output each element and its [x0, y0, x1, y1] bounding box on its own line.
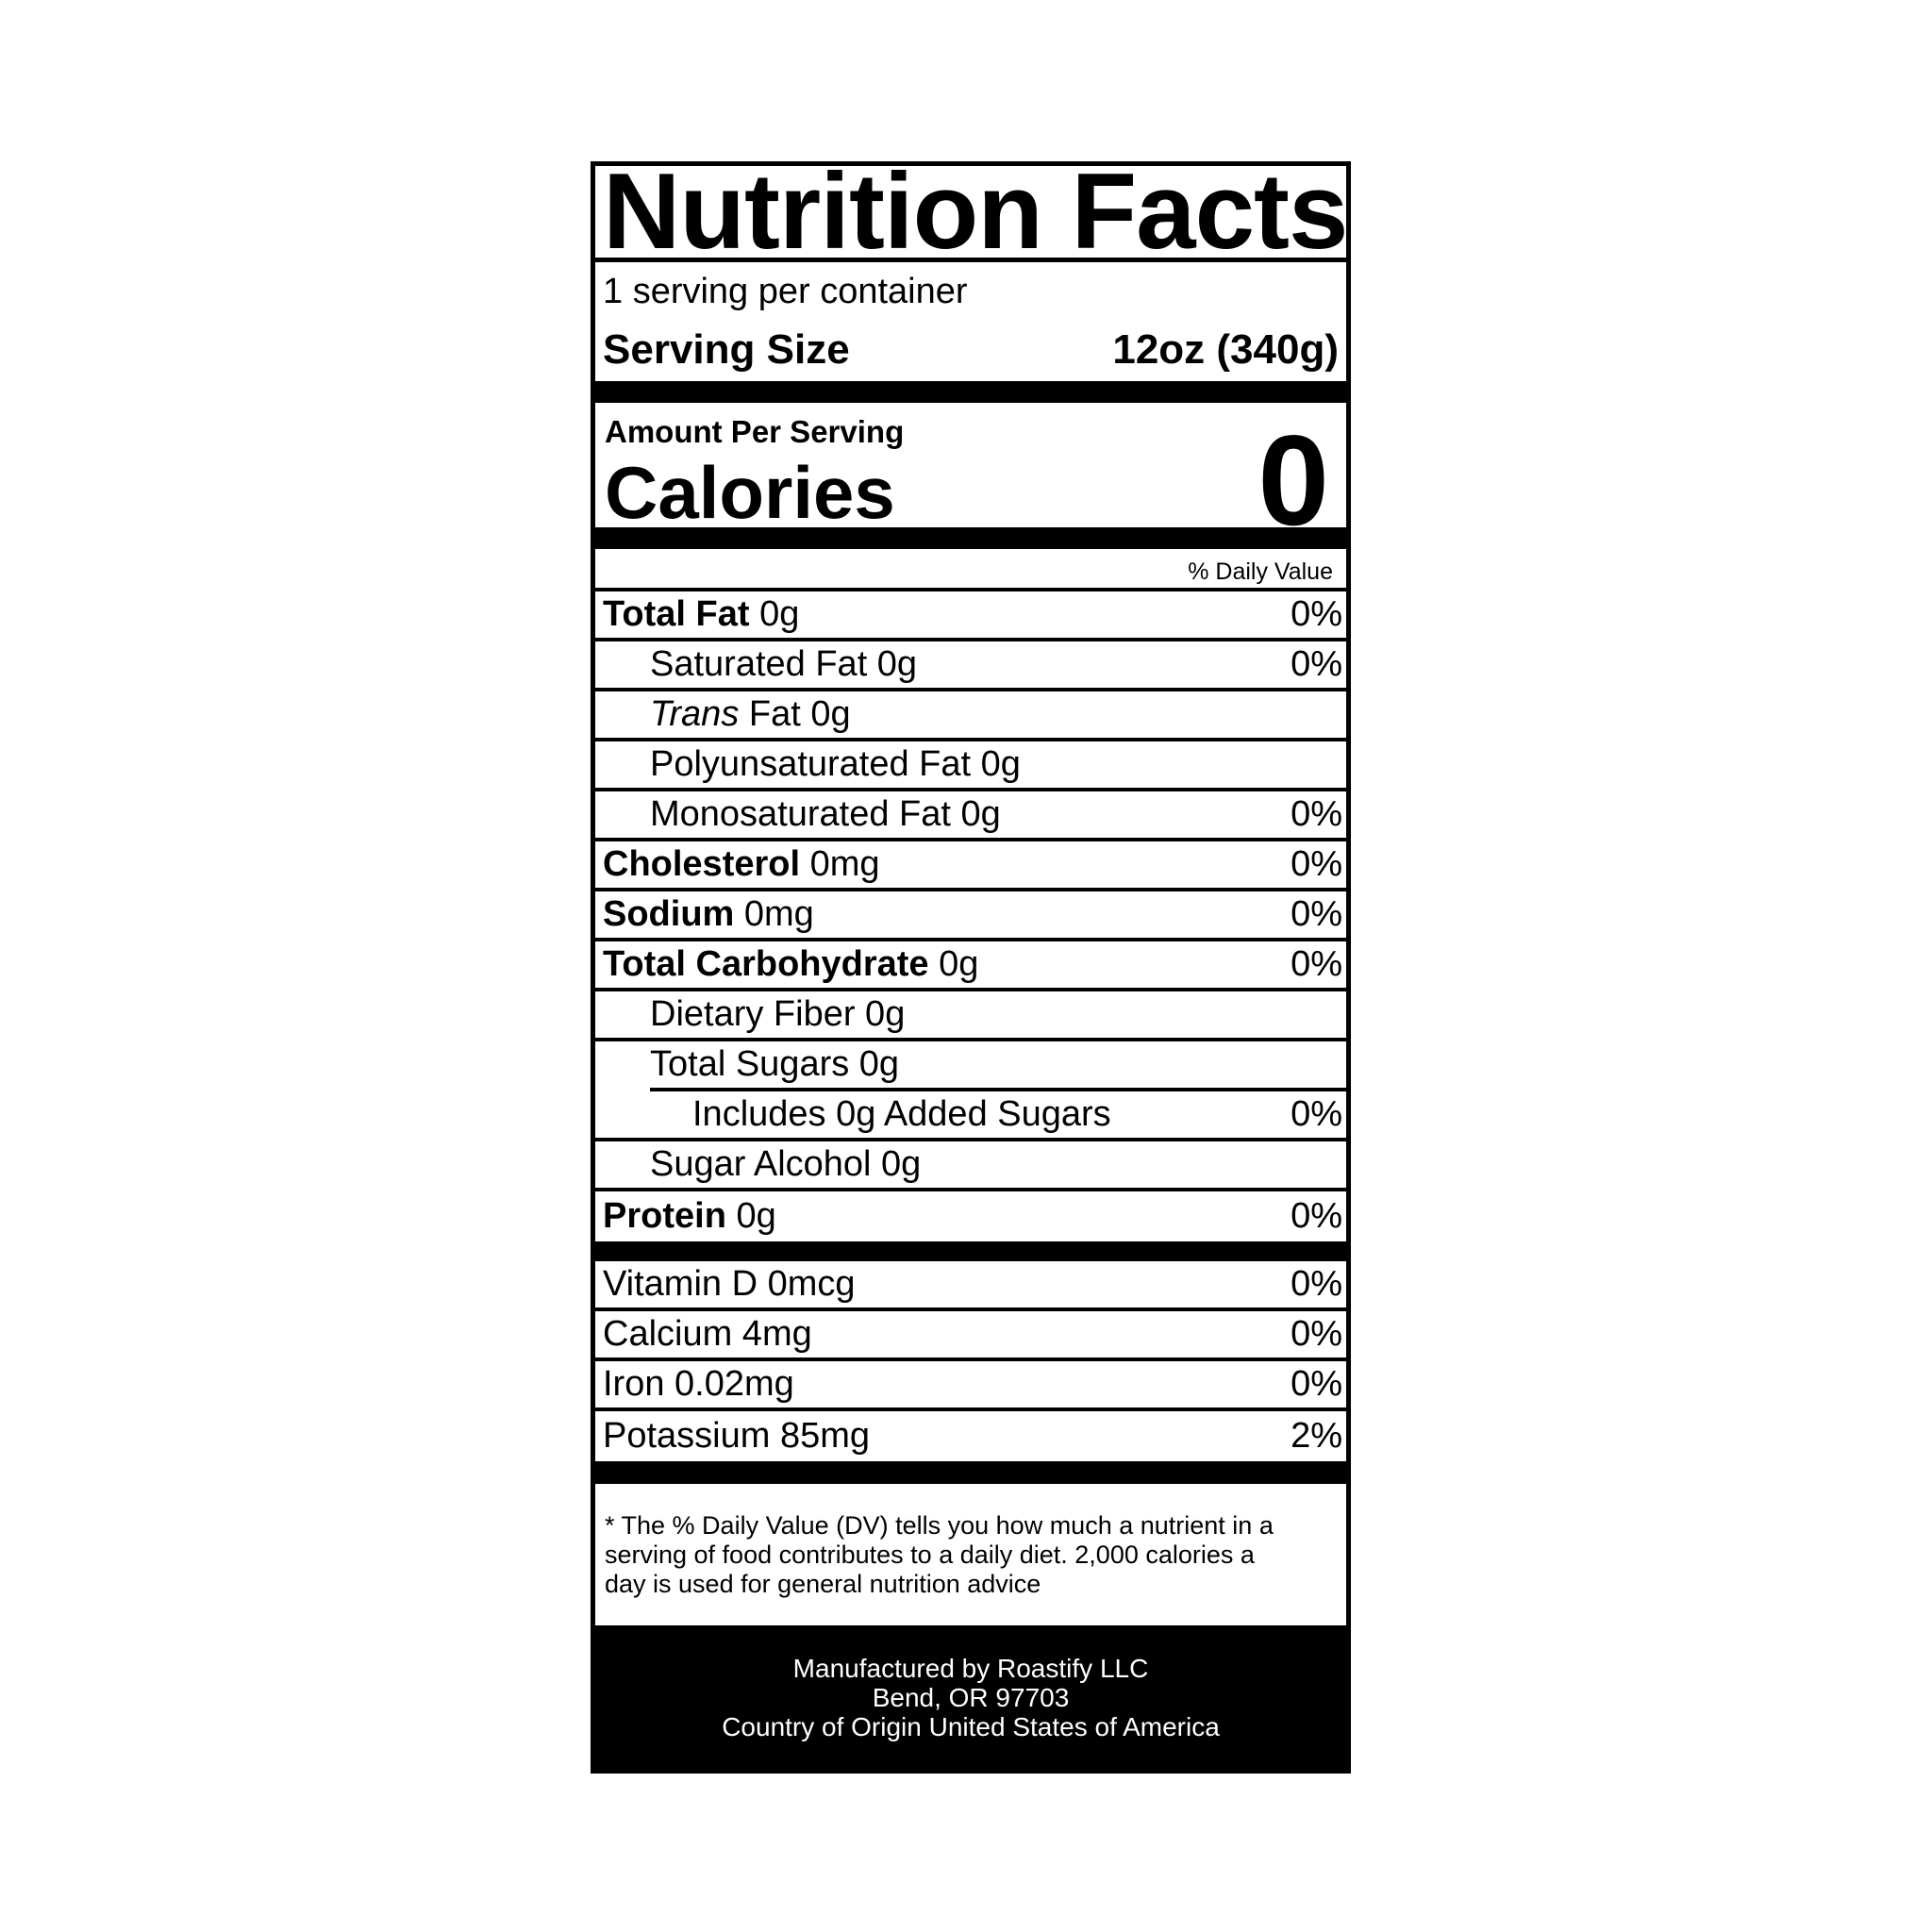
nutrient-name: Polyunsaturated Fat 0g: [603, 744, 1021, 785]
nutrient-row: Sodium 0mg 0%: [595, 891, 1346, 941]
nutrient-row: Total Sugars 0g: [595, 1041, 1346, 1091]
nutrient-amount: 0g: [749, 594, 800, 634]
nutrient-daily-value: 0%: [1291, 894, 1342, 934]
nutrient-bold-label: Sodium: [603, 894, 735, 934]
nutrient-row: Includes 0g Added Sugars 0%: [595, 1091, 1346, 1141]
calories-label: Calories: [605, 451, 895, 534]
nutrient-amount: 0g: [725, 1196, 776, 1236]
serving-size-value: 12oz (340g): [1112, 326, 1339, 373]
nutrient-amount: Total Sugars 0g: [650, 1044, 900, 1084]
footnote: * The % Daily Value (DV) tells you how m…: [595, 1484, 1346, 1625]
nutrition-facts-label: Nutrition Facts 1 serving per container …: [591, 161, 1351, 1774]
nutrient-bold-label: Protein: [603, 1196, 726, 1236]
nutrient-name: Total Carbohydrate 0g: [603, 944, 978, 985]
vitamin-row: Potassium 85mg 2%: [595, 1411, 1346, 1461]
nutrient-row: Sugar Alcohol 0g: [595, 1141, 1346, 1191]
vitamin-row: Iron 0.02mg 0%: [595, 1361, 1346, 1411]
nutrient-bold-label: Total Fat: [603, 594, 750, 634]
thick-divider: [595, 1241, 1346, 1261]
serving-size-label: Serving Size: [603, 326, 850, 373]
nutrient-row: Total Fat 0g 0%: [595, 591, 1346, 641]
serving-size-row: Serving Size 12oz (340g): [603, 326, 1339, 374]
nutrient-row: Total Carbohydrate 0g 0%: [595, 941, 1346, 991]
nutrient-row: Saturated Fat 0g 0%: [595, 641, 1346, 691]
label-title: Nutrition Facts: [595, 166, 1346, 262]
nutrient-daily-value: 0%: [1291, 1094, 1342, 1134]
daily-value-header: % Daily Value: [595, 549, 1346, 591]
nutrient-name: Sodium 0mg: [603, 894, 814, 935]
nutrient-name: Monosaturated Fat 0g: [603, 794, 1001, 835]
nutrient-amount: 0mg: [800, 844, 880, 884]
nutrient-daily-value: 0%: [1291, 844, 1342, 884]
vitamin-name: Calcium 4mg: [603, 1314, 812, 1354]
nutrient-name: Saturated Fat 0g: [603, 644, 917, 685]
nutrient-name: Includes 0g Added Sugars: [603, 1094, 1111, 1135]
amount-per-serving: Amount Per Serving: [605, 414, 905, 449]
nutrient-row: Monosaturated Fat 0g 0%: [595, 791, 1346, 841]
nutrient-list: Total Fat 0g 0% Saturated Fat 0g 0% Trans Fa…: [595, 591, 1346, 1241]
nutrient-bold-label: Total Carbohydrate: [603, 944, 929, 984]
nutrient-amount: Includes 0g Added Sugars: [692, 1094, 1111, 1134]
footnote-text: * The % Daily Value (DV) tells you how m…: [605, 1510, 1274, 1598]
vitamin-daily-value: 0%: [1291, 1364, 1342, 1404]
manufacturer-info: Manufactured by Roastify LLC Bend, OR 97…: [595, 1625, 1346, 1769]
nutrient-amount: Monosaturated Fat 0g: [650, 794, 1001, 834]
vitamin-daily-value: 0%: [1291, 1314, 1342, 1354]
manufacturer-line: Manufactured by Roastify LLC: [792, 1653, 1149, 1683]
nutrient-row: Trans Fat 0g: [595, 691, 1346, 741]
vitamin-name: Vitamin D 0mcg: [603, 1264, 856, 1304]
calories-section: Amount Per Serving Calories 0: [595, 403, 1346, 544]
vitamin-row: Calcium 4mg 0%: [595, 1311, 1346, 1361]
nutrient-row: Dietary Fiber 0g: [595, 991, 1346, 1041]
nutrient-amount: Sugar Alcohol 0g: [650, 1144, 922, 1184]
vitamin-list: Vitamin D 0mcg 0% Calcium 4mg 0% Iron 0.02mg…: [595, 1261, 1346, 1461]
nutrient-daily-value: 0%: [1291, 944, 1342, 984]
thick-divider: [595, 381, 1346, 403]
vitamin-daily-value: 0%: [1291, 1264, 1342, 1304]
nutrient-name: Dietary Fiber 0g: [603, 994, 905, 1035]
manufacturer-address: Bend, OR 97703: [872, 1682, 1070, 1712]
vitamin-name: Iron 0.02mg: [603, 1364, 794, 1404]
nutrient-row: Polyunsaturated Fat 0g: [595, 741, 1346, 791]
vitamin-row: Vitamin D 0mcg 0%: [595, 1261, 1346, 1311]
thick-divider: [595, 1461, 1346, 1484]
thick-divider: [595, 527, 1346, 549]
vitamin-daily-value: 2%: [1291, 1416, 1342, 1456]
nutrient-amount: Polyunsaturated Fat 0g: [650, 744, 1021, 784]
servings-per-container: 1 serving per container: [603, 272, 968, 311]
nutrient-italic-label: Trans: [650, 694, 740, 734]
nutrient-bold-label: Cholesterol: [603, 844, 801, 884]
nutrient-name: Sugar Alcohol 0g: [603, 1144, 921, 1185]
nutrient-name: Protein 0g: [603, 1196, 776, 1237]
nutrient-name: Cholesterol 0mg: [603, 844, 880, 885]
serving-info: 1 serving per container Serving Size 12o…: [595, 262, 1346, 381]
nutrient-name: Total Sugars 0g: [603, 1044, 899, 1085]
nutrient-amount: Saturated Fat 0g: [650, 644, 918, 684]
nutrient-name: Trans Fat 0g: [603, 694, 851, 735]
nutrient-amount: 0mg: [734, 894, 814, 934]
nutrient-amount: Fat 0g: [739, 694, 851, 734]
vitamin-name: Potassium 85mg: [603, 1416, 871, 1456]
nutrient-daily-value: 0%: [1291, 1196, 1342, 1236]
nutrient-amount: 0g: [928, 944, 979, 984]
nutrient-row: Protein 0g 0%: [595, 1191, 1346, 1241]
nutrient-daily-value: 0%: [1291, 644, 1342, 684]
nutrient-daily-value: 0%: [1291, 594, 1342, 634]
country-of-origin: Country of Origin United States of Ameri…: [722, 1711, 1220, 1741]
nutrient-amount: Dietary Fiber 0g: [650, 994, 906, 1034]
nutrient-row: Cholesterol 0mg 0%: [595, 841, 1346, 891]
calories-value: 0: [1257, 408, 1329, 552]
nutrient-daily-value: 0%: [1291, 794, 1342, 834]
nutrient-name: Total Fat 0g: [603, 594, 799, 635]
